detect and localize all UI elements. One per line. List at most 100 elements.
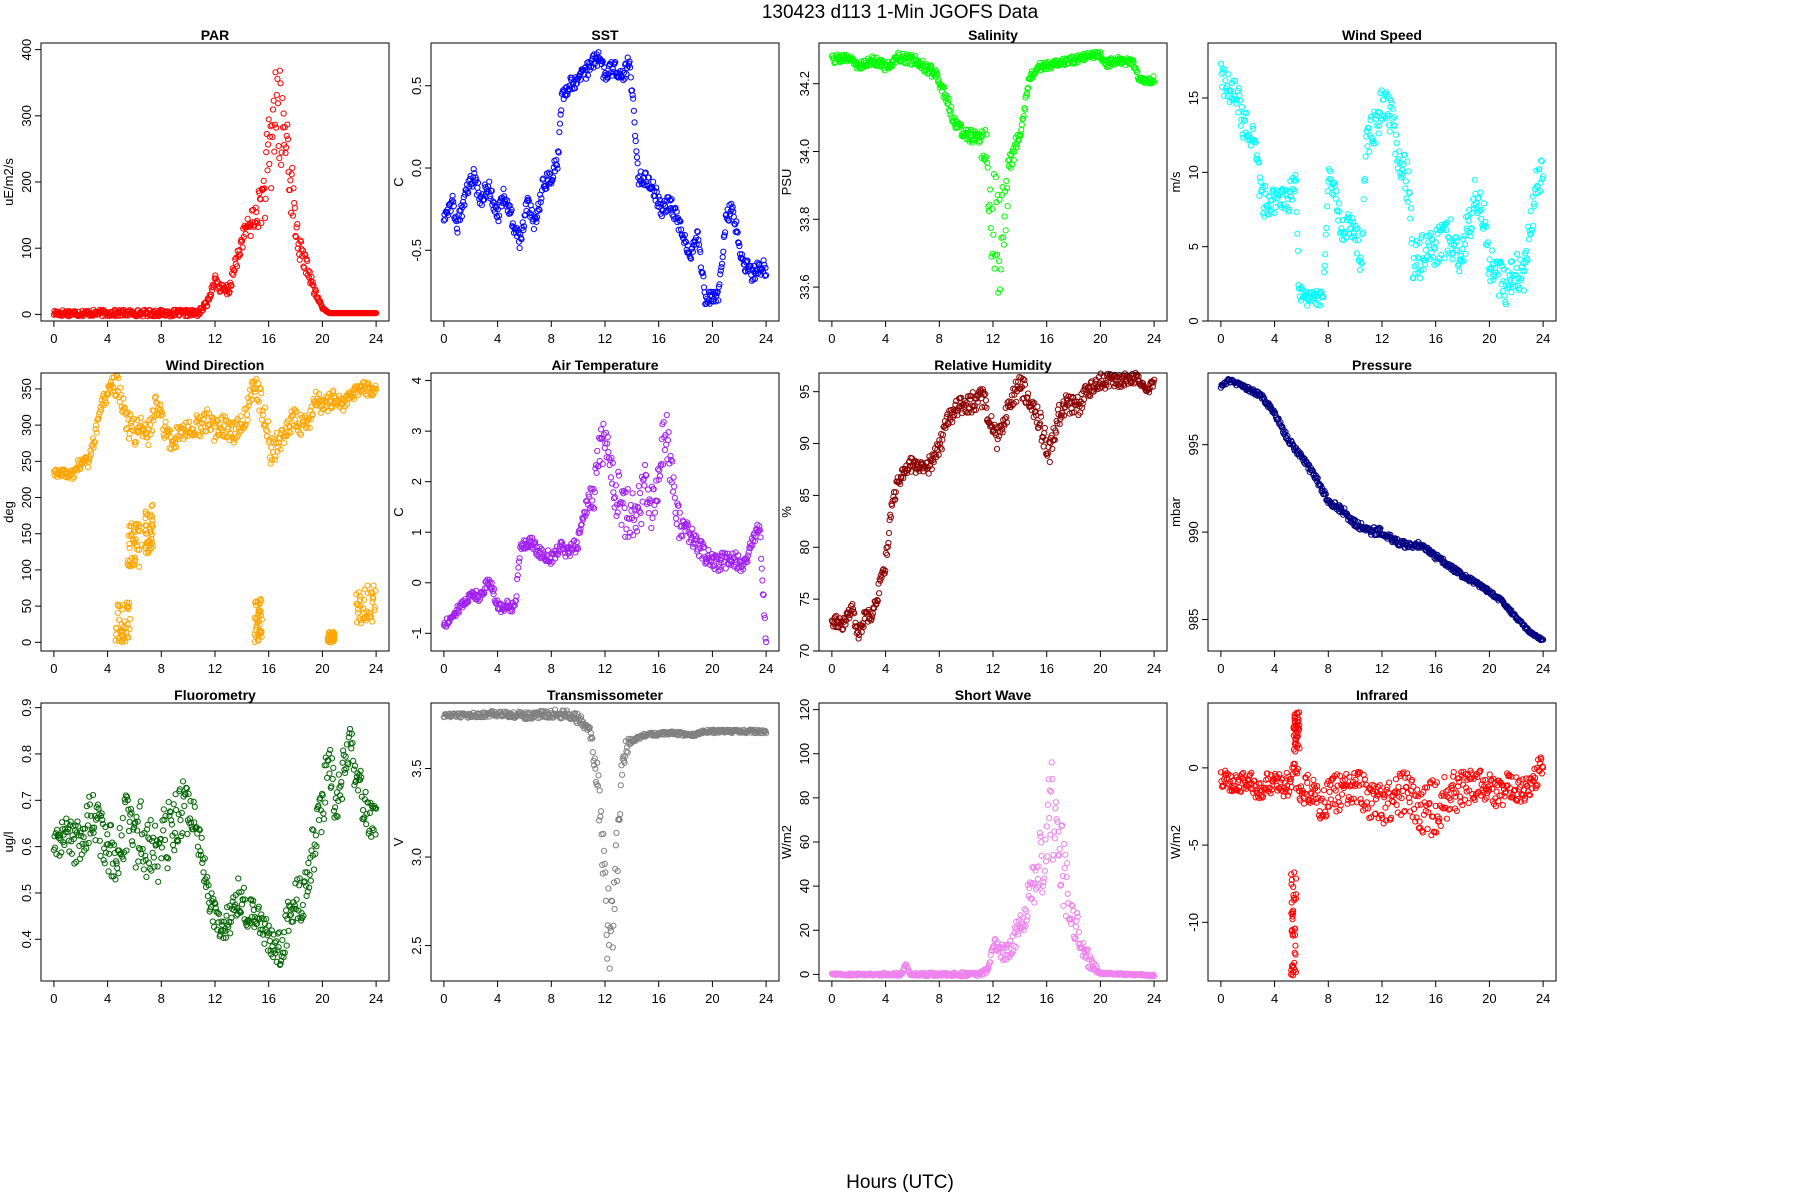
data-point	[982, 397, 990, 404]
x-tick-label: 20	[1093, 661, 1107, 676]
data-point	[476, 200, 483, 207]
data-point	[628, 507, 635, 514]
y-tick-label: 0	[1186, 317, 1201, 324]
data-point	[971, 136, 978, 143]
data-point	[689, 248, 697, 255]
x-tick-label: 12	[598, 661, 612, 676]
data-point	[1134, 68, 1141, 76]
data-point	[635, 483, 642, 490]
x-tick-label: 4	[104, 331, 111, 346]
x-tick-label: 0	[50, 661, 57, 676]
x-tick-label: 20	[1093, 331, 1107, 346]
data-point	[629, 490, 636, 497]
y-tick-label: 10	[1186, 165, 1201, 179]
x-tick-label: 16	[1428, 661, 1442, 676]
data-point	[1387, 97, 1395, 104]
data-point	[283, 132, 290, 140]
data-point	[465, 189, 472, 197]
data-point	[1384, 111, 1392, 118]
data-point	[1013, 144, 1020, 151]
data-point	[632, 137, 639, 145]
data-point	[1283, 192, 1290, 199]
data-point	[876, 590, 883, 597]
data-point	[558, 107, 565, 114]
data-point	[1041, 66, 1048, 73]
data-point	[1403, 195, 1410, 202]
data-point	[642, 169, 649, 176]
data-point	[1530, 200, 1537, 207]
data-point	[1495, 292, 1503, 299]
x-tick-label: 12	[986, 331, 1000, 346]
data-point	[547, 170, 554, 178]
data-point	[982, 154, 990, 161]
data-point	[1294, 247, 1302, 254]
data-point	[989, 205, 996, 212]
data-point	[661, 446, 669, 454]
data-point	[520, 226, 527, 234]
data-point	[147, 817, 154, 824]
data-point	[1499, 263, 1506, 270]
data-point	[718, 260, 726, 267]
x-tick-label: 8	[936, 661, 943, 676]
data-point	[1427, 229, 1434, 237]
data-point	[1391, 114, 1398, 121]
y-tick-label: 0.0	[409, 159, 424, 177]
data-point	[281, 440, 288, 447]
data-point	[158, 855, 165, 862]
data-point	[583, 75, 590, 82]
data-point	[1335, 200, 1343, 207]
data-point	[1492, 269, 1500, 276]
data-point	[181, 802, 188, 810]
data-point	[988, 413, 995, 420]
data-point	[977, 137, 984, 145]
data-point	[1365, 125, 1372, 132]
data-point	[450, 198, 457, 205]
data-point	[545, 169, 552, 176]
data-point	[1364, 143, 1371, 150]
data-point	[1260, 210, 1267, 217]
data-point	[1346, 225, 1354, 233]
data-point	[370, 582, 377, 589]
data-point	[1333, 188, 1340, 195]
data-point	[650, 178, 657, 185]
data-point	[115, 870, 122, 877]
data-point	[516, 245, 523, 252]
data-point	[587, 63, 595, 71]
y-tick-label: 0.5	[409, 77, 424, 95]
data-point	[1491, 273, 1498, 280]
data-point	[979, 132, 986, 139]
data-point	[145, 859, 152, 867]
data-point	[910, 56, 917, 63]
data-point	[763, 272, 770, 279]
data-point	[621, 504, 628, 512]
y-tick-label: 150	[19, 523, 34, 545]
data-point	[1393, 139, 1400, 146]
data-point	[757, 534, 764, 541]
data-point	[984, 159, 991, 166]
data-point	[456, 216, 464, 224]
data-point	[184, 830, 191, 838]
data-point	[240, 884, 247, 892]
data-point	[1238, 116, 1245, 123]
y-tick-label: 250	[19, 450, 34, 472]
data-point	[179, 778, 187, 785]
data-point	[1356, 266, 1364, 273]
data-point	[1001, 213, 1008, 220]
y-tick-label: 33.8	[797, 207, 812, 232]
data-point	[275, 143, 282, 150]
data-point	[136, 803, 143, 810]
data-point	[1484, 239, 1492, 246]
data-point	[696, 246, 703, 253]
x-tick-label: 12	[598, 331, 612, 346]
data-point	[1508, 289, 1515, 296]
data-point	[1500, 266, 1508, 273]
x-tick-label: 24	[1147, 661, 1161, 676]
y-tick-label: 50	[19, 599, 34, 613]
data-point	[1254, 156, 1261, 163]
data-point	[268, 185, 275, 192]
data-point	[556, 129, 563, 136]
